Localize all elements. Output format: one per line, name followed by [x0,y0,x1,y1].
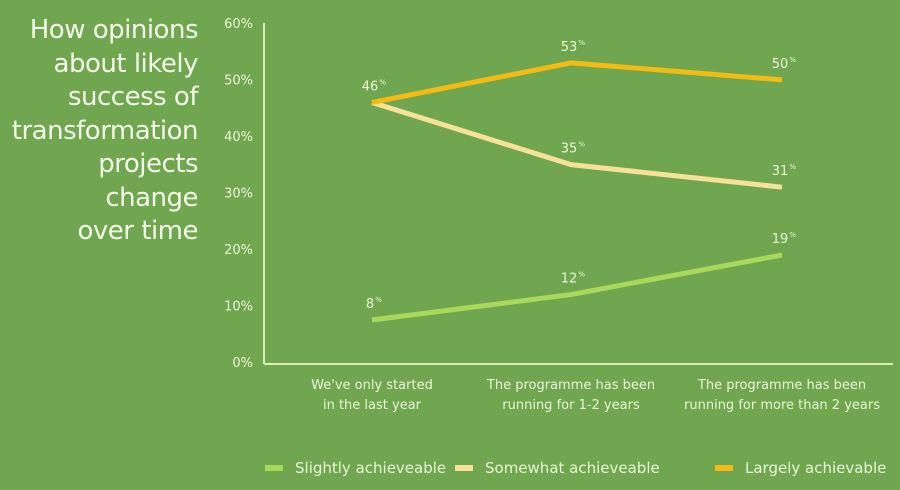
data-label: 46 [362,79,379,94]
x-tick-label: running for more than 2 years [684,398,880,413]
series-line-slightly [371,252,783,323]
data-label: 50 [772,57,789,72]
series-line-largely [371,60,783,105]
data-label: 31 [772,164,789,179]
legend-swatch-icon [455,465,473,471]
data-label-suffix: % [578,271,585,279]
y-tick-label: 20% [224,243,253,258]
data-label: 19 [772,232,789,247]
chart-title-line: projects change [98,149,198,213]
x-tick-label: The programme has been [486,378,655,393]
y-tick-label: 40% [224,130,253,145]
chart-title-line: over time [77,216,199,246]
legend-swatch-icon [265,465,283,471]
data-label-suffix: % [375,296,382,304]
y-tick-label: 10% [224,300,253,315]
data-label-suffix: % [379,78,386,86]
y-tick-label: 30% [224,187,253,202]
chart-title-line: How opinions [29,15,199,45]
data-label: 35 [561,142,578,157]
x-tick-label: in the last year [323,398,422,413]
data-label-suffix: % [789,163,796,171]
data-label: 8 [366,297,374,312]
data-label: 12 [561,272,578,287]
data-label: 53 [561,40,578,55]
legend-item-largely: Largely achievable [715,459,886,477]
legend-item-slightly: Slightly achieveable [265,459,446,477]
series-line-somewhat [371,100,783,190]
data-label-suffix: % [578,39,585,47]
y-tick-label: 60% [224,17,253,32]
legend-swatch-icon [715,465,733,471]
legend-label: Slightly achieveable [295,459,447,477]
chart-title-line: success of [67,82,199,112]
data-label-suffix: % [578,141,585,149]
legend-label: Largely achievable [745,459,887,477]
y-tick-label: 0% [232,356,253,371]
x-tick-label: We've only started [311,378,433,393]
x-tick-label: The programme has been [697,378,866,393]
y-tick-label: 50% [224,74,253,89]
chart-title: How opinions about likely success of transf… [0,14,199,249]
chart-title-line: about likely [53,48,199,79]
x-tick-label: running for 1-2 years [502,398,640,413]
legend-item-somewhat: Somewhat achieveable [455,459,660,477]
legend-label: Somewhat achieveable [485,459,660,477]
data-label-suffix: % [789,231,796,239]
data-label-suffix: % [789,56,796,64]
chart-title-line: transformation [11,115,199,146]
